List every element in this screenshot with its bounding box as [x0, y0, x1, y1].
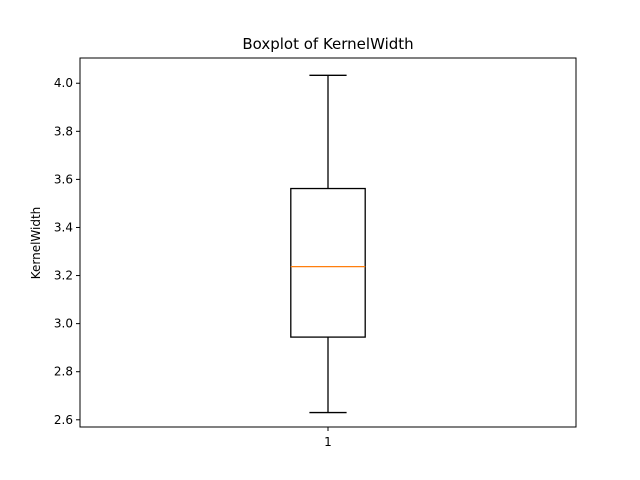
y-tick-label: 3.6: [54, 172, 73, 186]
y-axis-label: KernelWidth: [29, 207, 43, 280]
y-tick-label: 3.2: [54, 269, 73, 283]
y-tick-label: 3.4: [54, 220, 73, 234]
box-group: 1: [290, 74, 366, 449]
y-tick-label: 4.0: [54, 76, 73, 90]
y-tick-label: 2.6: [54, 413, 73, 427]
y-tick-label: 2.8: [54, 365, 73, 379]
y-tick-label: 3.0: [54, 317, 73, 331]
plot-frame: [79, 57, 577, 428]
y-axis-ticks: 2.6 2.8 3.0 3.2 3.4 3.6 3.8 4.0: [54, 76, 80, 427]
y-tick-label: 3.8: [54, 124, 73, 138]
iqr-box: [290, 187, 366, 338]
x-tick-label: 1: [324, 435, 332, 449]
chart-title: Boxplot of KernelWidth: [242, 35, 413, 53]
